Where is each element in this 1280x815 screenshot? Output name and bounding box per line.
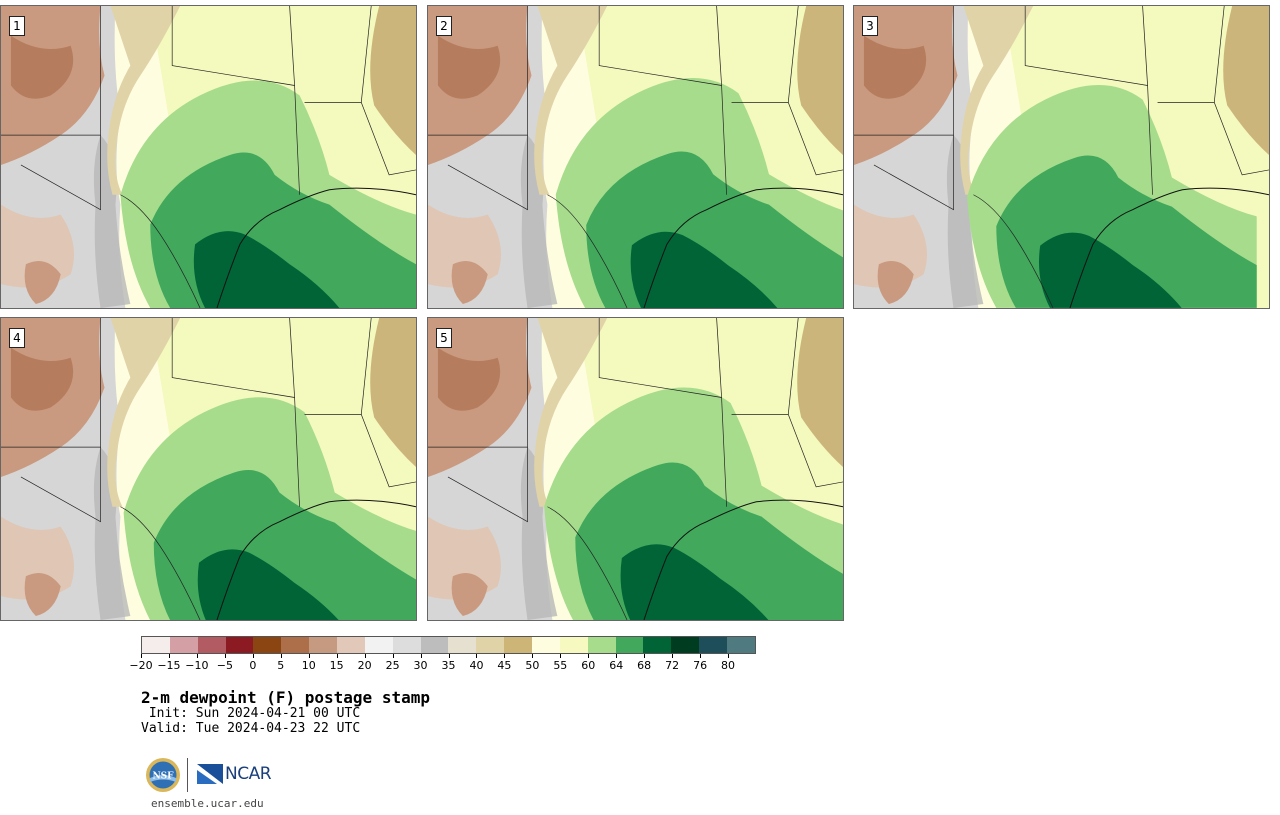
map-panel-4: 4 [0, 317, 417, 621]
member-number: 1 [9, 16, 25, 36]
colorbar-tick-label: 76 [693, 659, 708, 672]
logo-divider [187, 758, 188, 792]
colorbar-tick [224, 654, 226, 658]
colorbar-segment [559, 637, 588, 653]
colorbar-tick-label: −20 [129, 659, 153, 672]
colorbar-tick [141, 654, 142, 658]
colorbar-segment [253, 637, 282, 653]
colorbar-tick-label: 0 [249, 659, 257, 672]
colorbar-tick [672, 654, 674, 658]
colorbar-segment [169, 637, 198, 653]
colorbar-tick-label: 64 [609, 659, 624, 672]
colorbar-segment [448, 637, 477, 653]
colorbar-segment [337, 637, 365, 653]
colorbar-tick [448, 654, 450, 658]
colorbar-segment [699, 637, 728, 653]
colorbar-tick-label: 80 [721, 659, 736, 672]
colorbar-tick-label: 72 [665, 659, 680, 672]
colorbar-tick-label: 25 [385, 659, 400, 672]
map-panel-2: 2 [427, 5, 844, 309]
map-panel-1: 1 [0, 5, 417, 309]
colorbar-tick [420, 654, 422, 658]
valid-time: Valid: Tue 2024-04-23 22 UTC [141, 721, 361, 736]
map-layers [854, 6, 1269, 308]
colorbar-segment [142, 637, 170, 653]
colorbar-tick [700, 654, 702, 658]
colorbar-tick-label: 55 [553, 659, 568, 672]
map-layers [1, 318, 416, 620]
colorbar-tick-label: 15 [329, 659, 344, 672]
nsf-logo-icon: NSF [146, 758, 180, 792]
map-panel-5: 5 [427, 317, 844, 621]
map-layers [428, 318, 843, 620]
colorbar-tick-label: 20 [357, 659, 372, 672]
ncar-wordmark: NCAR [225, 764, 272, 784]
ncar-logo-icon [197, 764, 223, 784]
colorbar-tick [252, 654, 254, 658]
colorbar-tick-label: 30 [413, 659, 428, 672]
colorbar-ticks: −20 −15 −10 −5 0 5 10 15 20 25 30 35 40 45 50 55 60 64 68 7… [129, 654, 756, 674]
colorbar-tick [280, 654, 282, 658]
map-layers [428, 6, 843, 308]
colorbar-tick-label: 45 [497, 659, 512, 672]
colorbar-segment [587, 637, 616, 653]
colorbar-segment [225, 637, 254, 653]
member-number: 4 [9, 328, 25, 348]
colorbar-segment [420, 637, 449, 653]
colorbar-segment [281, 637, 310, 653]
dewpoint-map [1, 318, 416, 620]
colorbar-tick [588, 654, 590, 658]
colorbar-tick-label: −5 [216, 659, 233, 672]
colorbar-segment [197, 637, 226, 653]
colorbar-segment [309, 637, 338, 653]
colorbar-tick [168, 654, 170, 658]
colorbar-segment [727, 637, 755, 653]
colorbar-segment [615, 637, 644, 653]
colorbar-tick [616, 654, 618, 658]
colorbar-tick [504, 654, 506, 658]
dewpoint-map [428, 6, 843, 308]
colorbar-tick [336, 654, 338, 658]
init-time: Init: Sun 2024-04-21 00 UTC [141, 706, 361, 721]
member-number: 2 [436, 16, 452, 36]
colorbar-tick-label: 50 [525, 659, 540, 672]
colorbar-segment [532, 637, 560, 653]
colorbar-tick-label: 10 [301, 659, 316, 672]
dewpoint-map [1, 6, 416, 308]
colorbar-tick [392, 654, 394, 658]
map-panel-3: 3 [853, 5, 1270, 309]
colorbar-tick [532, 654, 534, 658]
colorbar-segment [476, 637, 505, 653]
dewpoint-map [854, 6, 1269, 308]
colorbar-tick-label: 60 [581, 659, 596, 672]
colorbar-segment [364, 637, 393, 653]
colorbar-tick-label: 68 [637, 659, 652, 672]
colorbar [141, 636, 756, 654]
colorbar-tick-label: 35 [441, 659, 456, 672]
svg-text:NSF: NSF [152, 772, 174, 782]
member-number: 3 [862, 16, 878, 36]
site-url[interactable]: ensemble.ucar.edu [151, 797, 264, 810]
colorbar-tick [364, 654, 366, 658]
colorbar-tick [644, 654, 646, 658]
colorbar-segment [643, 637, 672, 653]
colorbar-tick [196, 654, 198, 658]
colorbar-tick [728, 654, 730, 658]
colorbar-tick [476, 654, 478, 658]
member-number: 5 [436, 328, 452, 348]
colorbar-tick [308, 654, 310, 658]
colorbar-tick-label: 5 [277, 659, 285, 672]
map-layers [1, 6, 416, 308]
colorbar-tick-label: −15 [157, 659, 181, 672]
colorbar-segment [671, 637, 700, 653]
dewpoint-map [428, 318, 843, 620]
colorbar-tick-label: 40 [469, 659, 484, 672]
colorbar-tick [560, 654, 562, 658]
colorbar-segment [392, 637, 421, 653]
colorbar-tick-label: −10 [185, 659, 209, 672]
figure-title: 2-m dewpoint (F) postage stamp [141, 688, 430, 707]
colorbar-segment [504, 637, 533, 653]
logos: NSF NCAR [145, 756, 275, 794]
